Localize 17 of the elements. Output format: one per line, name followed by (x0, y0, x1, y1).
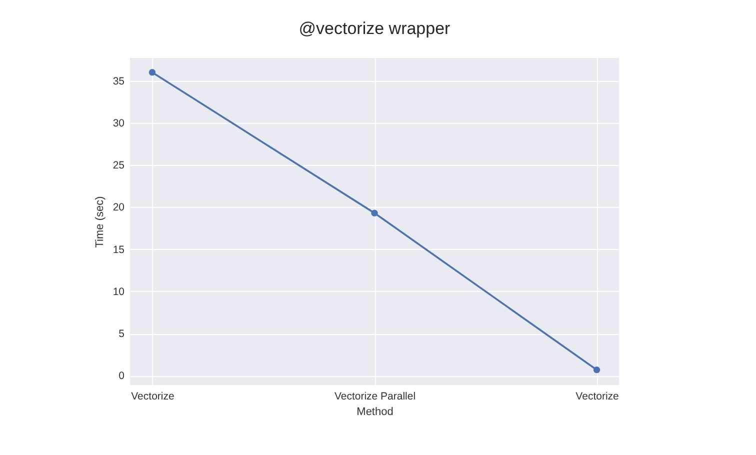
y-tick-label: 25 (112, 160, 125, 172)
y-tick-label: 20 (112, 202, 125, 214)
y-tick-label: 30 (112, 117, 125, 130)
point (371, 210, 378, 216)
y-tick-label: 5 (118, 328, 125, 340)
point (593, 366, 600, 374)
y-tick-label: 10 (112, 286, 125, 298)
x-axis-title: Method (356, 406, 394, 418)
y-tick-label: 0 (118, 370, 125, 382)
y-tick-label: 15 (112, 244, 125, 256)
chart-title: @vectorize wrapper (298, 19, 451, 38)
y-tick-label: 35 (112, 75, 125, 88)
point (148, 68, 156, 76)
x-tick-label: Vectorize Parallel (334, 390, 416, 402)
x-tick-label: Vectorize (576, 390, 620, 402)
y-axis-title: Time (sec) (94, 196, 106, 248)
x-tick-label: Vectorize (131, 390, 174, 402)
